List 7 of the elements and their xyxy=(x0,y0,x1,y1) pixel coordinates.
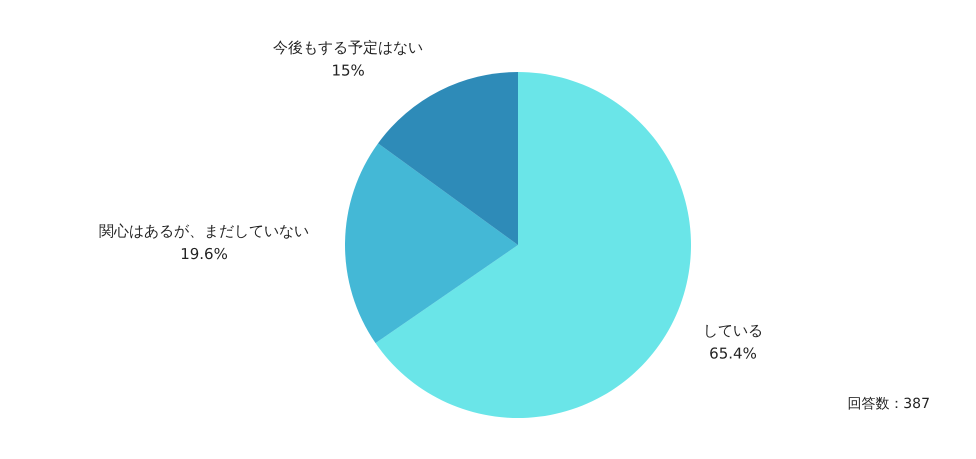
data-label: 19.6% xyxy=(180,244,228,263)
data-label: 65.4% xyxy=(709,344,757,363)
slice-label: している xyxy=(703,322,764,340)
slice-label: 今後もする予定はない xyxy=(273,38,424,56)
text: 回答数：387 xyxy=(847,396,930,412)
slice-label: 関心はあるが、まだしていない xyxy=(99,222,310,240)
data-label: 15% xyxy=(331,61,365,80)
